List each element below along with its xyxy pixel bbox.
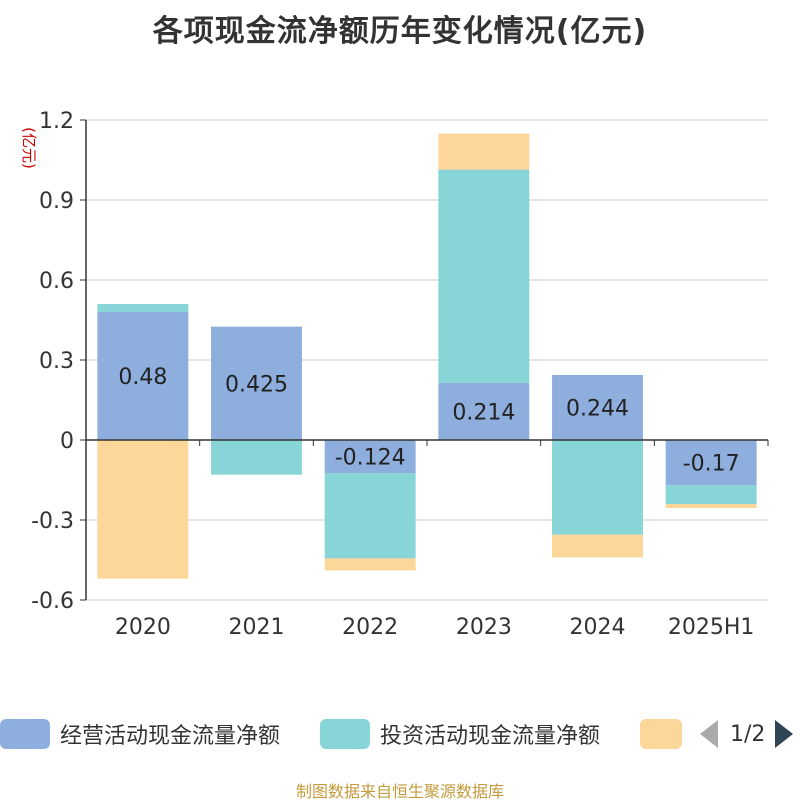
grid-lines: [86, 119, 768, 601]
y-tick-label: 0.3: [39, 349, 74, 374]
legend-item-operating[interactable]: 经营活动现金流量净额: [0, 716, 280, 752]
data-label: 0.425: [225, 372, 288, 397]
x-tick-label: 2022: [342, 615, 398, 640]
bar-2020-series-1: [97, 304, 189, 312]
y-axis-unit-label: (亿元): [20, 127, 38, 169]
bars: [97, 133, 757, 579]
bar-2025H1-series-0: [665, 440, 757, 486]
legend-swatch-third: [640, 719, 682, 749]
bar-2024-series-2: [552, 534, 643, 558]
bar-2023-series-2: [438, 133, 530, 170]
legend-swatch-investing: [320, 719, 370, 749]
bar-2021-series-0: [211, 326, 302, 440]
legend-item-investing[interactable]: 投资活动现金流量净额: [320, 716, 600, 752]
legend-label-operating: 经营活动现金流量净额: [60, 724, 281, 749]
bar-2020-series-2: [97, 440, 189, 579]
x-tick-label: 2021: [229, 615, 285, 640]
legend-page-indicator: 1/2: [730, 721, 766, 747]
x-tick-label: 2025H1: [668, 615, 755, 640]
data-label: 0.244: [566, 396, 629, 421]
y-tick-label: 1.2: [39, 109, 74, 134]
legend-swatch-operating: [0, 719, 50, 749]
bar-2025H1-series-2: [665, 504, 757, 508]
stacked-bar-chart: 1.2 0.9 0.6 0.3 0 -0.3 -0.6 2020 2021 2022 2023 202…: [20, 109, 769, 640]
y-tick-label: 0.6: [39, 269, 74, 294]
bar-2023-series-0: [438, 382, 530, 440]
bar-2021-series-1: [211, 440, 302, 475]
data-label: -0.124: [335, 446, 406, 471]
y-tick-label: 0.9: [39, 189, 74, 214]
legend-prev-icon[interactable]: [700, 720, 718, 748]
legend-next-icon[interactable]: [775, 720, 794, 748]
bar-2022-series-2: [324, 558, 416, 571]
data-labels: 0.48 0.425 -0.124 0.214 0.244 -0.17: [118, 365, 739, 477]
data-label: -0.17: [683, 452, 740, 477]
bar-2022-series-1: [324, 473, 416, 559]
bar-2020-series-0: [97, 312, 189, 440]
x-tick-label: 2023: [456, 615, 512, 640]
y-tick-label: -0.6: [31, 589, 74, 614]
data-source-note: 制图数据来自恒生聚源数据库: [295, 782, 504, 801]
bar-2024-series-1: [552, 440, 643, 535]
x-tick-label: 2024: [570, 615, 626, 640]
y-tick-label: 0: [60, 429, 74, 454]
bar-2023-series-1: [438, 169, 530, 383]
legend: 经营活动现金流量净额 投资活动现金流量净额 1/2: [0, 716, 800, 752]
bar-2025H1-series-1: [665, 485, 757, 504]
chart-title: 各项现金流净额历年变化情况(亿元): [152, 14, 648, 49]
data-label: 0.48: [118, 365, 167, 390]
axes: 1.2 0.9 0.6 0.3 0 -0.3 -0.6 2020 2021 2022 2023 202…: [31, 109, 769, 640]
bar-2024-series-0: [552, 374, 643, 440]
legend-item-third[interactable]: [640, 716, 682, 752]
y-tick-label: -0.3: [31, 509, 74, 534]
x-tick-label: 2020: [115, 615, 171, 640]
legend-pager: 1/2: [700, 716, 794, 752]
data-label: 0.214: [452, 400, 515, 425]
legend-label-investing: 投资活动现金流量净额: [380, 724, 601, 749]
bar-2022-series-0: [324, 440, 416, 474]
